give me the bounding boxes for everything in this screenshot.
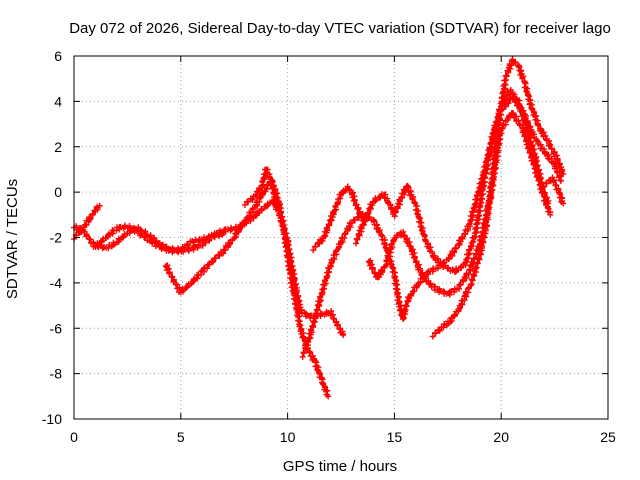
x-tick-label: 25 (600, 429, 616, 445)
series-trace-7 (310, 183, 368, 254)
y-tick-label: -10 (42, 411, 62, 427)
y-tick-label: 6 (54, 48, 62, 64)
plus-markers (429, 56, 567, 340)
y-tick-label: 4 (54, 93, 62, 109)
series-trace-3 (92, 224, 227, 256)
y-tick-label: -8 (50, 366, 63, 382)
plus-markers (310, 183, 368, 254)
plus-markers (540, 174, 567, 207)
series-trace-10 (429, 56, 567, 340)
x-axis-label: GPS time / hours (283, 458, 397, 475)
data-points (71, 56, 567, 400)
series-trace-11 (540, 174, 567, 207)
x-tick-label: 0 (70, 429, 78, 445)
x-tick-label: 10 (280, 429, 296, 445)
y-tick-label: -2 (50, 230, 63, 246)
x-tick-label: 20 (493, 429, 509, 445)
y-tick-label: 2 (54, 139, 62, 155)
y-tick-label: 0 (54, 184, 62, 200)
x-axis-ticks: 0 5 10 15 20 25 (70, 56, 616, 445)
y-axis-ticks: -10 -8 -6 -4 -2 0 2 4 6 (42, 48, 608, 427)
chart-title: Day 072 of 2026, Sidereal Day-to-day VTE… (69, 20, 611, 37)
y-tick-label: -4 (50, 275, 63, 291)
x-tick-label: 15 (387, 429, 403, 445)
x-tick-label: 5 (177, 429, 185, 445)
y-axis-label: SDTVAR / TECUs (4, 179, 21, 299)
y-tick-label: -6 (50, 320, 63, 336)
plus-markers (92, 224, 227, 256)
